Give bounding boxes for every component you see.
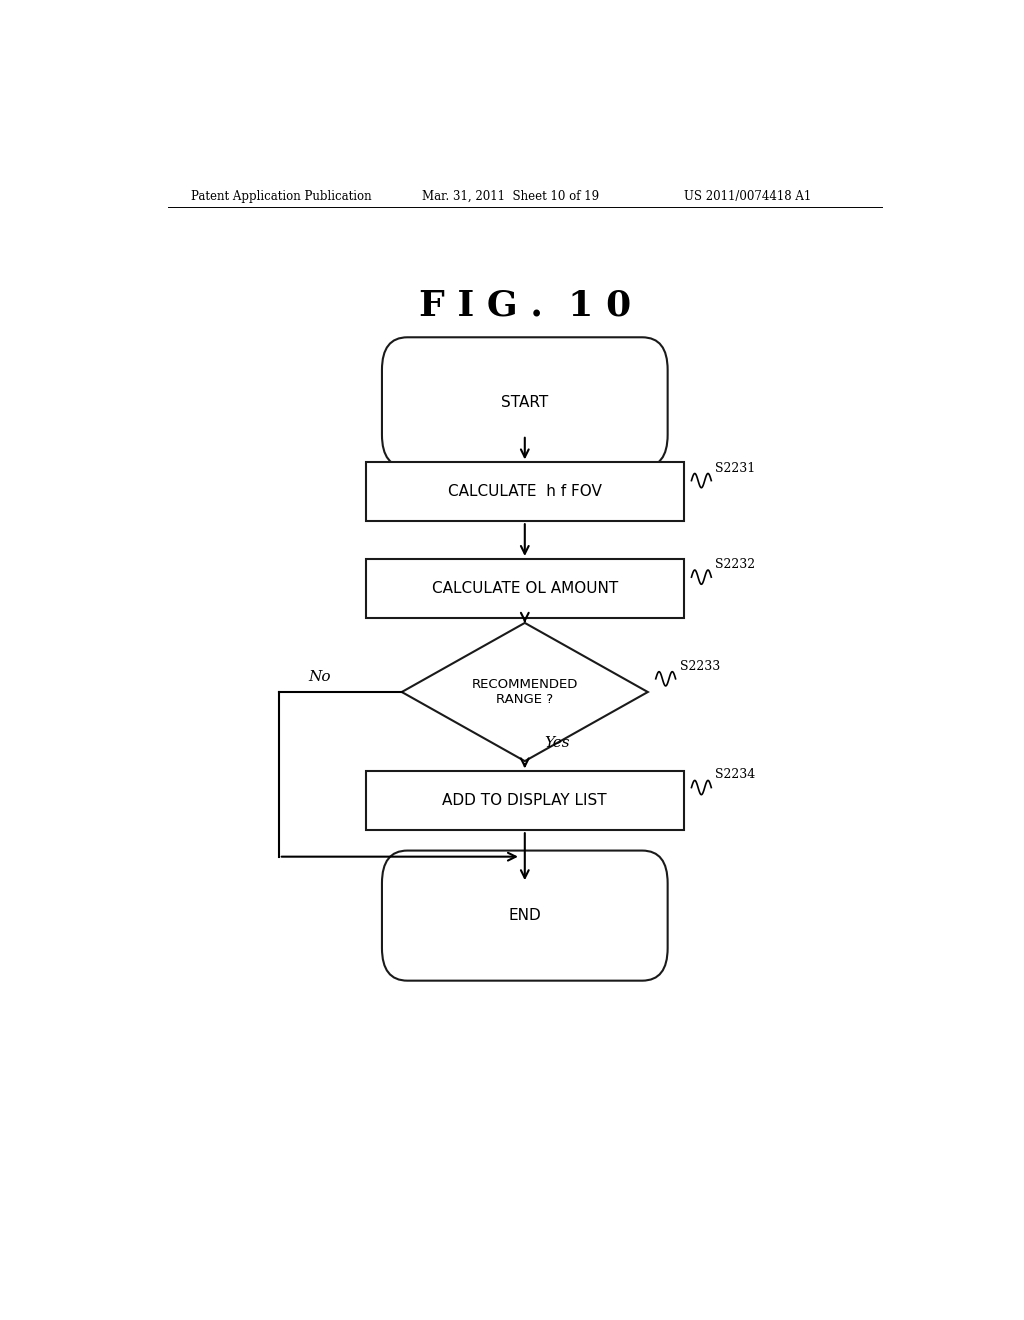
- Polygon shape: [401, 623, 648, 762]
- Text: S2232: S2232: [715, 558, 756, 572]
- Text: Yes: Yes: [545, 735, 570, 750]
- Text: S2233: S2233: [680, 660, 720, 673]
- Text: US 2011/0074418 A1: US 2011/0074418 A1: [684, 190, 811, 202]
- Bar: [367, 558, 684, 618]
- Text: Patent Application Publication: Patent Application Publication: [191, 190, 372, 202]
- Text: ADD TO DISPLAY LIST: ADD TO DISPLAY LIST: [442, 793, 607, 808]
- Text: CALCULATE OL AMOUNT: CALCULATE OL AMOUNT: [432, 581, 617, 595]
- Text: END: END: [509, 908, 541, 923]
- Text: Mar. 31, 2011  Sheet 10 of 19: Mar. 31, 2011 Sheet 10 of 19: [422, 190, 599, 202]
- Text: RECOMMENDED
RANGE ?: RECOMMENDED RANGE ?: [472, 678, 578, 706]
- Text: CALCULATE  h f FOV: CALCULATE h f FOV: [447, 484, 602, 499]
- Text: F I G .  1 0: F I G . 1 0: [419, 289, 631, 323]
- Bar: [367, 462, 684, 521]
- Bar: [367, 771, 684, 830]
- Text: S2234: S2234: [715, 768, 756, 781]
- FancyBboxPatch shape: [382, 850, 668, 981]
- Text: S2231: S2231: [715, 462, 756, 474]
- FancyBboxPatch shape: [382, 338, 668, 467]
- Text: START: START: [501, 395, 549, 409]
- Text: No: No: [308, 669, 331, 684]
